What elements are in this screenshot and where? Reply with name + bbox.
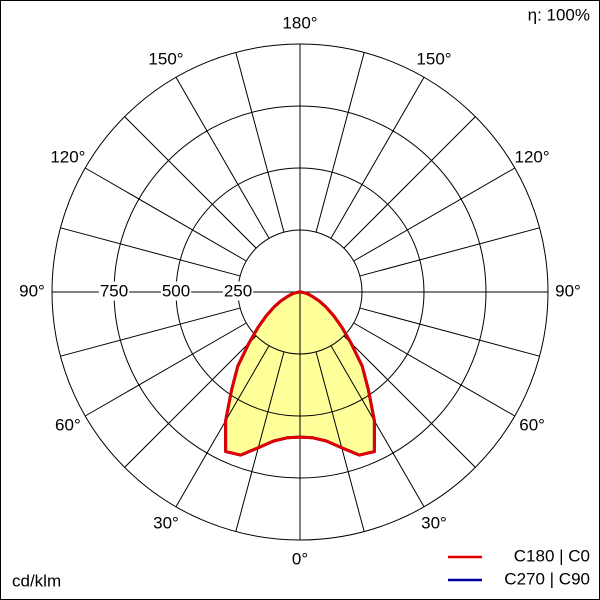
grid-spoke xyxy=(175,76,270,239)
grid-spoke xyxy=(343,116,476,249)
angle-label: 150° xyxy=(148,49,183,68)
grid-spoke xyxy=(124,116,257,249)
efficiency-label: η: 100% xyxy=(528,5,590,24)
angle-label: 60° xyxy=(55,415,81,434)
grid-spoke xyxy=(124,335,257,468)
angle-label: 30° xyxy=(421,514,447,533)
intensity-curve xyxy=(299,290,376,457)
grid-spoke xyxy=(359,227,540,277)
grid-spoke xyxy=(315,351,365,532)
angle-label: 180° xyxy=(282,13,317,32)
angle-label: 90° xyxy=(19,281,45,300)
radial-label: 250 xyxy=(224,281,252,300)
grid-spoke xyxy=(330,76,425,239)
grid-layer xyxy=(51,43,549,541)
grid-spoke xyxy=(60,307,241,357)
grid-spoke xyxy=(175,345,270,508)
grid-spoke xyxy=(353,322,516,417)
legend-label: C270 | C90 xyxy=(504,569,590,588)
grid-spoke xyxy=(353,167,516,262)
legend-label: C180 | C0 xyxy=(514,546,590,565)
radial-label: 750 xyxy=(100,281,128,300)
grid-spoke xyxy=(235,52,285,233)
grid-spoke xyxy=(330,345,425,508)
angle-label: 0° xyxy=(292,549,308,568)
grid-spoke xyxy=(84,167,247,262)
grid-spoke xyxy=(60,227,241,277)
angle-label: 60° xyxy=(519,415,545,434)
unit-label: cd/klm xyxy=(12,571,61,590)
intensity-curve xyxy=(224,290,301,457)
radial-label-bg xyxy=(160,281,192,301)
grid-spoke xyxy=(235,351,285,532)
angle-label: 30° xyxy=(153,514,179,533)
radial-label-bg xyxy=(98,281,130,301)
radial-label-bg xyxy=(222,281,254,301)
angle-label: 120° xyxy=(50,147,85,166)
grid-spoke xyxy=(359,307,540,357)
grid-spoke xyxy=(343,335,476,468)
angle-label: 150° xyxy=(416,49,451,68)
angle-label: 120° xyxy=(515,147,550,166)
grid-spoke xyxy=(315,52,365,233)
radial-label: 500 xyxy=(162,281,190,300)
angle-label: 90° xyxy=(555,281,581,300)
grid-spoke xyxy=(84,322,247,417)
